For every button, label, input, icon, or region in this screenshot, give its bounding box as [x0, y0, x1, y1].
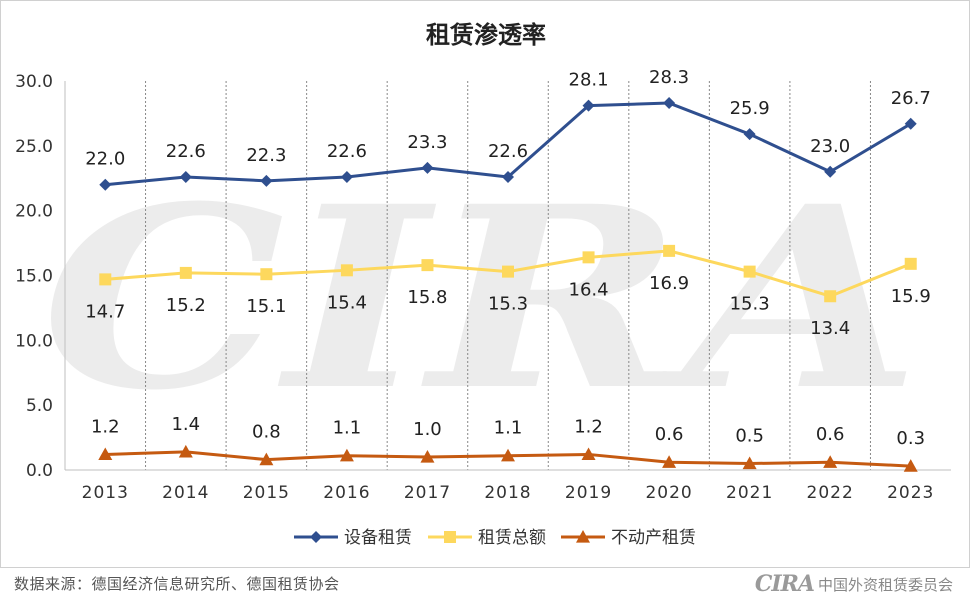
data-point — [179, 170, 192, 183]
data-point — [663, 244, 676, 257]
data-point — [824, 165, 837, 178]
data-point — [582, 99, 595, 112]
data-label: 1.0 — [413, 419, 442, 440]
data-label: 1.2 — [574, 416, 603, 437]
x-tick-label: 2017 — [404, 483, 451, 503]
data-point — [502, 265, 514, 278]
x-tick-label: 2021 — [726, 483, 773, 503]
brand-footer: CIRA 中国外资租赁委员会 — [755, 571, 953, 597]
data-point — [178, 444, 193, 458]
data-label: 28.1 — [569, 70, 609, 91]
data-point — [743, 128, 756, 141]
data-label: 15.9 — [891, 286, 931, 307]
data-label: 1.2 — [91, 416, 120, 437]
data-label: 22.6 — [327, 141, 367, 162]
data-point — [743, 265, 756, 278]
data-point — [663, 97, 676, 110]
data-label: 15.3 — [730, 294, 770, 315]
data-label: 15.3 — [488, 294, 528, 315]
data-label: 16.4 — [569, 279, 609, 300]
data-label: 22.3 — [246, 145, 286, 166]
legend-marker — [310, 531, 322, 543]
y-tick-label: 5.0 — [26, 396, 53, 416]
data-label: 26.7 — [891, 88, 931, 109]
data-label: 1.1 — [333, 418, 362, 439]
data-point — [824, 290, 837, 303]
data-label: 14.7 — [85, 301, 125, 322]
y-tick-label: 25.0 — [15, 137, 53, 157]
chart-frame: CIRA 租赁渗透率 0.0 5.0 10.0 15.0 20.0 25.0 30.0 201… — [0, 0, 970, 568]
data-label: 0.6 — [816, 424, 845, 445]
x-tick-label: 2013 — [82, 483, 129, 503]
data-label: 15.4 — [327, 292, 367, 313]
data-point — [340, 170, 353, 183]
data-label: 0.6 — [655, 424, 684, 445]
data-label: 1.1 — [494, 418, 523, 439]
data-label: 13.4 — [810, 318, 850, 339]
data-point — [501, 448, 515, 462]
y-tick-label: 30.0 — [15, 72, 53, 92]
cira-watermark: CIRA — [41, 151, 921, 445]
y-tick-label: 0.0 — [26, 461, 53, 481]
x-tick-label: 2020 — [645, 483, 692, 503]
data-point — [259, 452, 274, 466]
data-label: 28.3 — [649, 67, 689, 88]
data-point — [742, 456, 757, 470]
data-point — [260, 174, 273, 187]
data-label: 1.4 — [171, 414, 200, 435]
chart-title: 租赁渗透率 — [426, 21, 546, 49]
x-tick-label: 2016 — [323, 483, 370, 503]
x-tick-label: 2019 — [565, 483, 612, 503]
legend-label: 租赁总额 — [478, 528, 546, 548]
data-label: 0.3 — [896, 428, 925, 449]
data-point — [903, 459, 918, 472]
data-point — [662, 455, 677, 468]
data-label: 23.3 — [407, 132, 447, 153]
x-tick-label: 2023 — [887, 483, 934, 503]
data-label: 23.0 — [810, 136, 850, 157]
data-point — [904, 257, 917, 270]
legend-label: 设备租赁 — [344, 528, 412, 548]
data-label: 22.0 — [85, 149, 125, 170]
data-point — [98, 447, 113, 461]
data-point — [340, 264, 353, 277]
data-point — [339, 448, 354, 462]
cira-logo: CIRA — [754, 571, 815, 597]
x-tick-label: 2018 — [484, 483, 531, 503]
data-label: 22.6 — [166, 141, 206, 162]
data-point — [421, 259, 434, 272]
legend-label: 不动产租赁 — [611, 528, 696, 548]
data-point — [904, 117, 917, 130]
y-tick-label: 15.0 — [15, 267, 53, 287]
data-point — [99, 273, 112, 286]
data-point — [420, 450, 435, 463]
data-point — [179, 266, 192, 279]
data-point — [502, 170, 514, 183]
line-chart: CIRA 租赁渗透率 0.0 5.0 10.0 15.0 20.0 25.0 30.0 201… — [15, 21, 951, 548]
data-point — [581, 447, 596, 461]
brand-name: 中国外资租赁委员会 — [817, 575, 953, 594]
data-point — [582, 251, 595, 264]
data-point — [421, 161, 434, 174]
data-point — [260, 268, 273, 281]
data-label: 16.9 — [649, 273, 689, 294]
legend-marker — [576, 530, 590, 543]
data-label: 0.5 — [735, 426, 764, 447]
x-tick-label: 2015 — [243, 483, 290, 503]
data-point — [99, 178, 112, 191]
data-source-note: 数据来源：德国经济信息研究所、德国租赁协会 — [14, 575, 340, 593]
data-label: 15.1 — [246, 296, 286, 317]
x-tick-label: 2014 — [162, 483, 209, 503]
x-tick-label: 2022 — [807, 483, 854, 503]
svg-text:CIRA: CIRA — [41, 151, 921, 445]
data-label: 0.8 — [252, 422, 281, 443]
y-tick-label: 20.0 — [15, 202, 53, 222]
data-label: 25.9 — [730, 98, 770, 119]
data-label: 15.2 — [166, 295, 206, 316]
data-label: 22.6 — [488, 141, 528, 162]
y-tick-label: 10.0 — [15, 331, 53, 351]
data-point — [823, 455, 838, 468]
data-label: 15.8 — [407, 287, 447, 308]
legend-marker — [444, 531, 456, 543]
